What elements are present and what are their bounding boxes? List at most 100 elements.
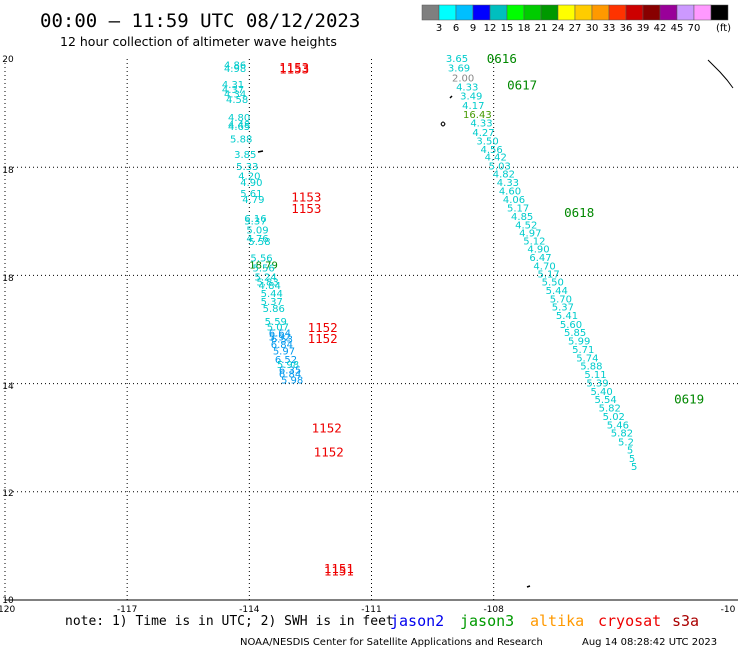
wave-height-value: 4.33 xyxy=(456,82,478,93)
color-scale-label: 3 xyxy=(436,23,442,34)
color-swatch xyxy=(455,4,474,21)
wave-height-value: 4.90 xyxy=(527,245,549,256)
x-tick-label: -120 xyxy=(0,605,15,615)
color-scale-label: 12 xyxy=(484,23,497,34)
wave-height-value: 5.56 xyxy=(252,264,274,275)
wave-height-value: 4.60 xyxy=(499,186,521,197)
color-swatch xyxy=(489,4,508,21)
wave-height-value: 5.86 xyxy=(263,304,285,315)
color-swatch xyxy=(625,4,644,21)
wave-height-value: 4.65 xyxy=(228,122,250,133)
wave-height-value: 5.40 xyxy=(590,387,612,398)
pass-time-label: 1153 xyxy=(279,62,309,77)
wave-height-value: 5.61 xyxy=(240,189,262,200)
wave-height-value: 5.60 xyxy=(560,320,582,331)
color-swatch xyxy=(540,4,559,21)
color-swatch xyxy=(557,4,576,21)
y-tick-label: 18 xyxy=(2,166,14,176)
wave-height-value: 4.17 xyxy=(462,101,484,112)
wave-height-value: 5.17 xyxy=(538,270,560,281)
color-scale-label: 21 xyxy=(535,23,548,34)
wave-height-value: 5.83 xyxy=(257,278,279,289)
island-mark xyxy=(257,150,264,153)
wave-height-value: 4.86 xyxy=(224,61,246,72)
pass-time-label: 0619 xyxy=(674,392,704,407)
pass-time-label: 1152 xyxy=(312,420,342,435)
wave-height-value: 5.74 xyxy=(576,353,598,364)
wave-height-value: 5.98 xyxy=(281,376,303,387)
pass-time-label: 1151 xyxy=(324,564,354,579)
wave-height-value: 4.33 xyxy=(497,178,519,189)
coastline xyxy=(257,59,734,588)
wave-height-value: 5.11 xyxy=(584,370,606,381)
pass-time-label: 0617 xyxy=(507,77,537,92)
satellite-legend-item: altika xyxy=(530,612,584,630)
coast-mainland xyxy=(707,59,734,89)
wave-height-value: 6.16 xyxy=(244,214,266,225)
wave-height-value: 5.98 xyxy=(277,360,299,371)
satellite-legend-item: s3a xyxy=(672,612,699,630)
track-2-values: 3.653.692.004.333.494.1716.434.334.273.5… xyxy=(446,54,637,473)
color-scale-label: 36 xyxy=(620,23,633,34)
chart-title: 00:00 – 11:59 UTC 08/12/2023 xyxy=(40,10,360,32)
wave-height-value: 5.07 xyxy=(267,323,289,334)
island-mark xyxy=(440,121,446,127)
island-mark xyxy=(526,585,531,588)
color-scale-label: 45 xyxy=(671,23,684,34)
wave-height-value: 5.33 xyxy=(236,162,258,173)
wave-height-value: 5.24 xyxy=(254,272,276,283)
pass-time-label: 0616 xyxy=(487,51,517,66)
color-scale-label: 6 xyxy=(453,23,459,34)
color-scale-label: 27 xyxy=(569,23,582,34)
wave-height-value: 6.53 xyxy=(271,334,293,345)
y-tick-label: 10 xyxy=(2,596,14,606)
color-swatch xyxy=(659,4,678,21)
x-tick-label: -108 xyxy=(483,605,504,615)
wave-height-value: 5.41 xyxy=(556,311,578,322)
color-scale-label: 24 xyxy=(552,23,565,34)
color-scale-label: 18 xyxy=(518,23,531,34)
wave-height-value: 5.85 xyxy=(564,328,586,339)
color-scale-label: 15 xyxy=(501,23,514,34)
satellite-legend-item: jason2 xyxy=(390,612,444,630)
color-scale-label: 33 xyxy=(603,23,616,34)
wave-height-value: 5.46 xyxy=(607,421,629,432)
pass-time-label: 0618 xyxy=(564,205,594,220)
wave-height-value: 5.37 xyxy=(261,297,283,308)
wave-height-value: 5.44 xyxy=(546,286,568,297)
wave-height-value: 4.20 xyxy=(238,172,260,183)
color-scale-legend: 3 6 9 12 15 18 21 24 27 30 33 36 39 42 45 70 (ft) xyxy=(421,4,731,34)
wave-height-value: 4.84 xyxy=(259,281,281,292)
wave-height-value: 4.79 xyxy=(242,195,264,206)
y-tick-label: 18 xyxy=(2,274,14,284)
wave-height-value: 4.48 xyxy=(228,120,250,131)
color-swatch xyxy=(438,4,457,21)
pass-time-label: 1153 xyxy=(279,60,309,75)
wave-height-value: 5.39 xyxy=(586,378,608,389)
wave-height-value: 5.54 xyxy=(595,395,617,406)
pass-time-label: 1152 xyxy=(308,331,338,346)
x-tick-label: -111 xyxy=(361,605,381,615)
satellite-legend: jason2 jason3 altika cryosat s3a xyxy=(390,612,699,630)
wave-height-value: 5.03 xyxy=(489,161,511,172)
wave-height-value: 5.37 xyxy=(552,303,574,314)
color-scale-label: 30 xyxy=(586,23,599,34)
y-tick-label: 12 xyxy=(2,489,13,499)
island-mark xyxy=(449,95,453,99)
wave-height-value: 5.70 xyxy=(550,294,572,305)
wave-height-value: 4.27 xyxy=(472,128,494,139)
wave-height-value: 18.79 xyxy=(249,260,278,271)
color-swatch xyxy=(676,4,695,21)
color-swatch xyxy=(710,4,729,21)
wave-height-value: 4.58 xyxy=(226,95,248,106)
wave-height-value: 5.56 xyxy=(250,253,272,264)
wave-height-value: 3.65 xyxy=(446,54,468,65)
footer-credit: NOAA/NESDIS Center for Satellite Applica… xyxy=(240,637,543,648)
chart-subtitle: 12 hour collection of altimeter wave hei… xyxy=(60,34,337,49)
wave-height-value: 5.82 xyxy=(611,429,633,440)
pass-time-label: 1153 xyxy=(291,189,321,204)
wave-height-value: 4.42 xyxy=(485,153,507,164)
wave-height-value: 6.47 xyxy=(529,253,551,264)
axis-tick-labels: -120 -117 -114 -111 -108 -10 20 18 18 14 12 10 xyxy=(0,55,736,615)
